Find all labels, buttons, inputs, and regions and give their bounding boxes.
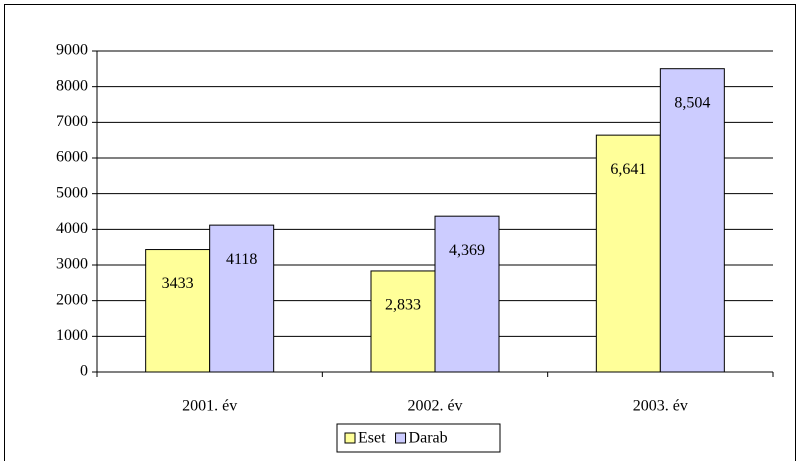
x-tick-label: 2001. év	[182, 398, 237, 415]
y-tick-label: 4000	[56, 220, 88, 237]
y-tick-label: 0	[80, 363, 88, 380]
data-label: 3433	[162, 275, 194, 292]
legend-swatch	[395, 432, 407, 444]
legend-swatch	[344, 432, 356, 444]
y-tick-label: 2000	[56, 291, 88, 308]
y-tick-label: 3000	[56, 256, 88, 273]
y-tick-label: 1000	[56, 327, 88, 344]
legend-label: Darab	[409, 430, 448, 447]
data-label: 8,504	[674, 94, 710, 111]
x-tick-label: 2003. év	[633, 398, 688, 415]
data-label: 6,641	[610, 161, 646, 178]
data-label: 4118	[226, 251, 257, 268]
x-tick-label: 2002. év	[407, 398, 462, 415]
bar	[434, 215, 500, 373]
y-tick-label: 5000	[56, 184, 88, 201]
legend-box	[336, 423, 501, 453]
bar	[145, 249, 211, 373]
data-label: 4,369	[449, 242, 485, 259]
bar	[659, 68, 725, 373]
bar	[370, 270, 436, 373]
bar	[209, 224, 275, 373]
y-tick-label: 7000	[56, 113, 88, 130]
y-tick-label: 8000	[56, 77, 88, 94]
y-tick-label: 9000	[56, 42, 88, 59]
y-tick-label: 6000	[56, 149, 88, 166]
legend-label: Eset	[358, 430, 386, 447]
data-label: 2,833	[385, 297, 421, 314]
